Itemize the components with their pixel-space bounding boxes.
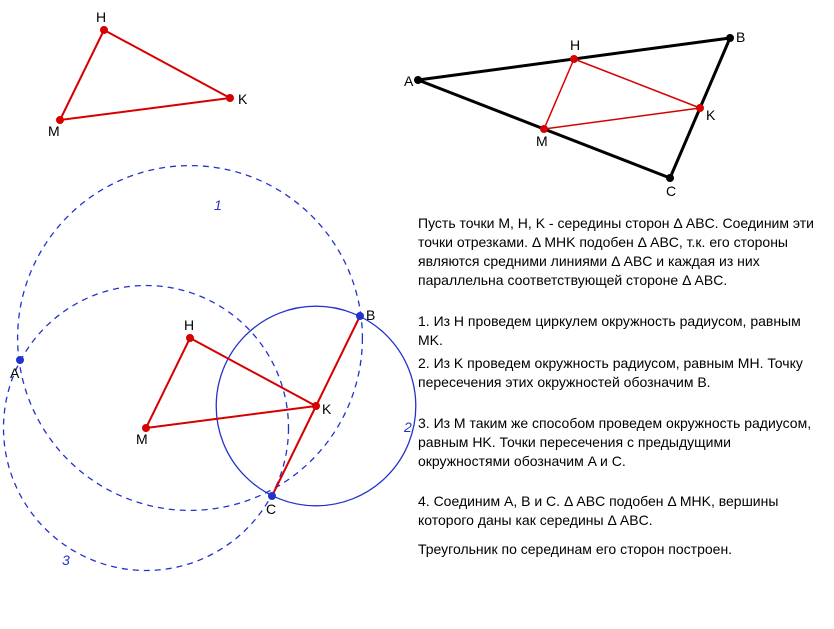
point-label-K: K <box>322 401 332 417</box>
point-label-K: K <box>706 107 716 123</box>
point-label-C: C <box>666 183 676 199</box>
point-label-K: K <box>238 91 248 107</box>
paragraph-step-3: 3. Из M таким же способом проведем окруж… <box>418 414 818 471</box>
circle-number-2: 2 <box>403 419 412 435</box>
paragraph-step-1: 1. Из H проведем циркулем окружность рад… <box>418 312 818 350</box>
circle-number-1: 1 <box>214 197 222 213</box>
paragraph-conclusion: Треугольник по серединам его сторон пост… <box>418 540 818 559</box>
point-label-M: M <box>48 123 60 139</box>
point-label-H: H <box>96 9 106 25</box>
point-label-B: B <box>736 29 745 45</box>
circle-number-3: 3 <box>62 552 70 568</box>
paragraph-step-4: 4. Соединим A, B и C. Δ ABC подобен Δ MH… <box>418 492 818 530</box>
point-label-M: M <box>536 133 548 149</box>
point-label-B: B <box>366 307 375 323</box>
point-label-H: H <box>184 317 194 333</box>
point-label-A: A <box>404 73 414 89</box>
point-label-A: A <box>10 365 20 381</box>
point-label-M: M <box>136 431 148 447</box>
paragraph-step-2: 2. Из K проведем окружность радиусом, ра… <box>418 354 818 392</box>
point-label-C: C <box>266 501 276 517</box>
paragraph-intro: Пусть точки M, H, K - середины сторон Δ … <box>418 214 818 290</box>
point-label-H: H <box>570 37 580 53</box>
